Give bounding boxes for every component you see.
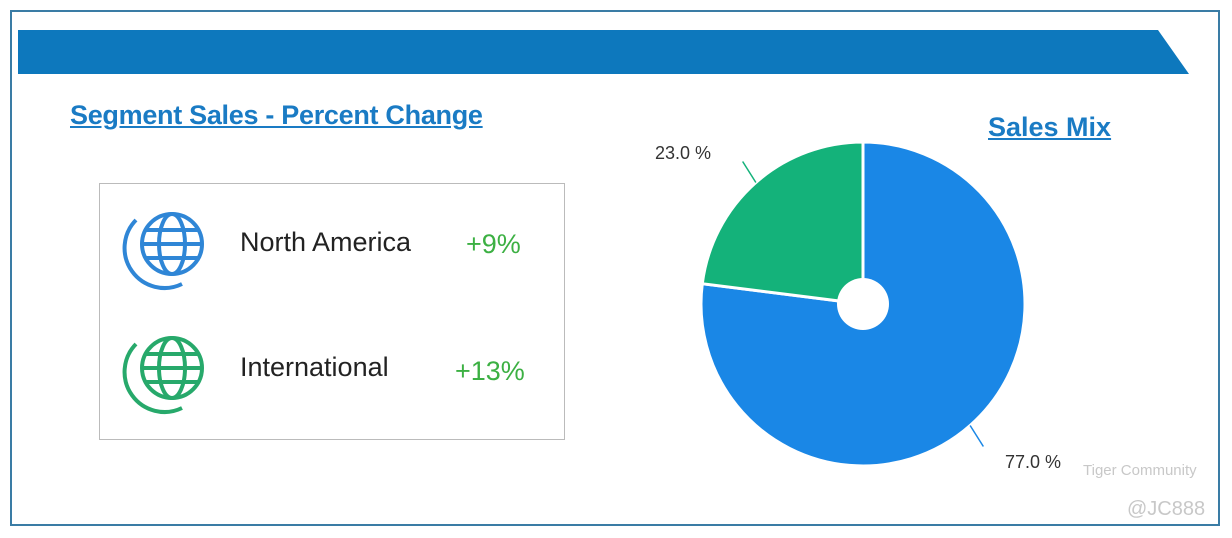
slice-label-international: 23.0 % xyxy=(655,143,712,163)
watermark-brand: Tiger Community xyxy=(1083,462,1197,479)
segment-sales-title: Segment Sales - Percent Change xyxy=(70,100,483,130)
leader-line xyxy=(969,425,984,447)
dashboard-frame xyxy=(10,10,1220,526)
sales-mix-title: Sales Mix xyxy=(988,112,1112,142)
donut-hole xyxy=(837,278,889,330)
watermark-handle: @JC888 xyxy=(1127,498,1206,520)
slice-label-north-america: 77.0 % xyxy=(1005,452,1062,472)
globe-icon xyxy=(122,336,204,414)
segment-change: +9% xyxy=(466,229,521,259)
segment-row-international: International +13% xyxy=(100,326,564,416)
globe-icon xyxy=(122,212,204,290)
header-banner xyxy=(18,30,1189,74)
segment-name: International xyxy=(240,352,389,382)
segment-name: North America xyxy=(240,227,412,257)
segment-row-north-america: North America +9% xyxy=(100,202,564,292)
pie-slice-international xyxy=(700,140,865,306)
leader-line xyxy=(742,161,757,183)
segment-change: +13% xyxy=(455,356,525,386)
segment-box: North America +9% International +13% xyxy=(99,183,565,440)
